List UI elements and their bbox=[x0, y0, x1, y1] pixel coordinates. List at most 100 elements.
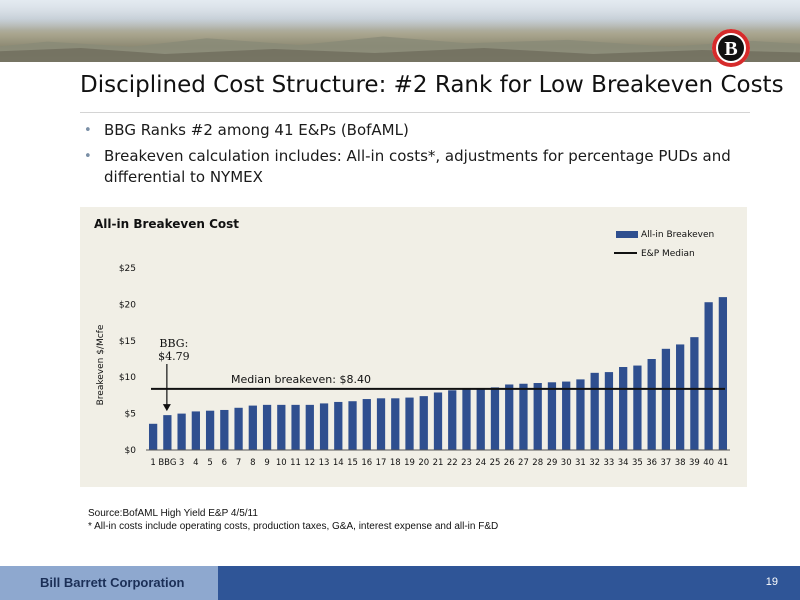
footer-bar: Bill Barrett Corporation 19 bbox=[0, 566, 800, 600]
bullet-list: • BBG Ranks #2 among 41 E&Ps (BofAML) • … bbox=[84, 120, 744, 193]
x-tick-label: 28 bbox=[532, 458, 543, 468]
chart-legend: All-in Breakeven E&P Median bbox=[614, 230, 714, 259]
x-tick-label: 34 bbox=[618, 458, 629, 468]
x-tick-label: 5 bbox=[207, 458, 212, 468]
bar bbox=[519, 383, 528, 450]
bar bbox=[433, 392, 443, 450]
bar bbox=[633, 365, 642, 450]
bar bbox=[690, 337, 699, 450]
y-tick-label: $5 bbox=[125, 410, 136, 420]
bar bbox=[391, 398, 400, 450]
bar bbox=[191, 411, 200, 450]
bullet-item: • Breakeven calculation includes: All-in… bbox=[84, 146, 744, 188]
x-tick-label: 16 bbox=[361, 458, 372, 468]
bullet-dot-icon: • bbox=[84, 149, 92, 164]
bullet-text: Breakeven calculation includes: All-in c… bbox=[104, 147, 731, 186]
bar bbox=[547, 382, 557, 450]
bar bbox=[277, 404, 286, 450]
x-tick-label: 12 bbox=[304, 458, 315, 468]
page-number: 19 bbox=[765, 576, 778, 588]
banner-sky bbox=[0, 0, 800, 30]
x-tick-label: 10 bbox=[276, 458, 287, 468]
logo-red-ring bbox=[712, 29, 750, 67]
x-tick-label: 6 bbox=[222, 458, 227, 468]
legend-bar-label: All-in Breakeven bbox=[641, 230, 714, 240]
x-tick-label: 18 bbox=[390, 458, 401, 468]
bar bbox=[376, 398, 386, 450]
bar bbox=[291, 404, 300, 450]
y-axis-label: Breakeven $/Mcfe bbox=[96, 324, 106, 405]
x-tick-label: 40 bbox=[703, 458, 714, 468]
bar bbox=[647, 359, 656, 450]
bbg-arrow-head-icon bbox=[162, 404, 171, 412]
bar bbox=[163, 415, 172, 450]
bar-series bbox=[148, 297, 728, 450]
bar bbox=[476, 388, 485, 450]
x-tick-label: 15 bbox=[347, 458, 358, 468]
footer-accent-block bbox=[0, 566, 218, 600]
x-axis-ticks: 1 BBG 3 4 5 6 7 8 9 10 11 12 13 14 15 16 17 18 19 20 21 22 23 2… bbox=[150, 458, 728, 468]
bbg-annotation-name: BBG: bbox=[159, 337, 188, 350]
x-tick-label: 41 bbox=[717, 458, 728, 468]
bar bbox=[262, 404, 272, 450]
x-tick-label: 38 bbox=[675, 458, 686, 468]
header-landscape-banner bbox=[0, 0, 800, 62]
x-tick-label: 21 bbox=[433, 458, 444, 468]
bar bbox=[334, 401, 343, 450]
y-tick-label: $15 bbox=[119, 337, 136, 347]
x-tick-label: 27 bbox=[518, 458, 529, 468]
x-tick-label: 20 bbox=[418, 458, 429, 468]
bar bbox=[718, 297, 728, 450]
bar bbox=[348, 401, 357, 450]
chart-title: All-in Breakeven Cost bbox=[94, 217, 239, 231]
bar bbox=[305, 404, 314, 450]
slide-title: Disciplined Cost Structure: #2 Rank for … bbox=[80, 72, 784, 98]
bar bbox=[619, 367, 628, 450]
bar bbox=[234, 407, 243, 450]
x-tick-label: 32 bbox=[589, 458, 600, 468]
x-tick-label: 1 bbox=[150, 458, 155, 468]
x-tick-label: 35 bbox=[632, 458, 643, 468]
y-tick-label: $10 bbox=[119, 373, 136, 383]
logo-letter: B bbox=[724, 38, 737, 60]
legend-median-label: E&P Median bbox=[641, 249, 695, 259]
x-tick-label: 22 bbox=[447, 458, 458, 468]
bar bbox=[319, 403, 329, 450]
bar bbox=[604, 372, 614, 450]
bar bbox=[704, 302, 713, 450]
bar bbox=[562, 381, 571, 450]
bar bbox=[205, 410, 215, 450]
footnote-line: * All-in costs include operating costs, … bbox=[88, 521, 499, 532]
x-tick-label: 36 bbox=[646, 458, 657, 468]
bbg-annotation-value: $4.79 bbox=[158, 350, 190, 363]
bullet-dot-icon: • bbox=[84, 123, 92, 138]
chart-panel: All-in Breakeven Cost All-in Breakeven E… bbox=[80, 207, 747, 487]
bar bbox=[590, 372, 599, 450]
x-tick-label: 3 bbox=[179, 458, 184, 468]
bar bbox=[148, 423, 158, 450]
x-tick-label: 7 bbox=[236, 458, 241, 468]
x-tick-label: BBG bbox=[158, 458, 176, 468]
x-tick-label: 39 bbox=[689, 458, 700, 468]
company-logo: B bbox=[712, 29, 750, 67]
bar bbox=[405, 397, 414, 450]
bar bbox=[490, 387, 500, 450]
logo-black-core bbox=[718, 35, 744, 61]
legend-bar-swatch bbox=[616, 231, 638, 238]
median-label: Median breakeven: $8.40 bbox=[231, 373, 371, 386]
bar bbox=[676, 344, 685, 450]
x-tick-label: 37 bbox=[660, 458, 671, 468]
y-tick-label: $20 bbox=[119, 300, 136, 310]
x-tick-label: 33 bbox=[604, 458, 615, 468]
bar bbox=[177, 413, 186, 450]
x-tick-label: 25 bbox=[490, 458, 501, 468]
bar bbox=[220, 409, 229, 450]
x-tick-label: 14 bbox=[333, 458, 344, 468]
y-axis-ticks: $0 $5 $10 $15 $20 $25 bbox=[119, 264, 136, 456]
y-tick-label: $25 bbox=[119, 264, 136, 274]
bar bbox=[661, 348, 671, 450]
source-notes: Source:BofAML High Yield E&P 4/5/11 * Al… bbox=[88, 507, 498, 533]
bar bbox=[505, 384, 514, 450]
bullet-text: BBG Ranks #2 among 41 E&Ps (BofAML) bbox=[104, 121, 409, 139]
bar bbox=[462, 388, 471, 450]
